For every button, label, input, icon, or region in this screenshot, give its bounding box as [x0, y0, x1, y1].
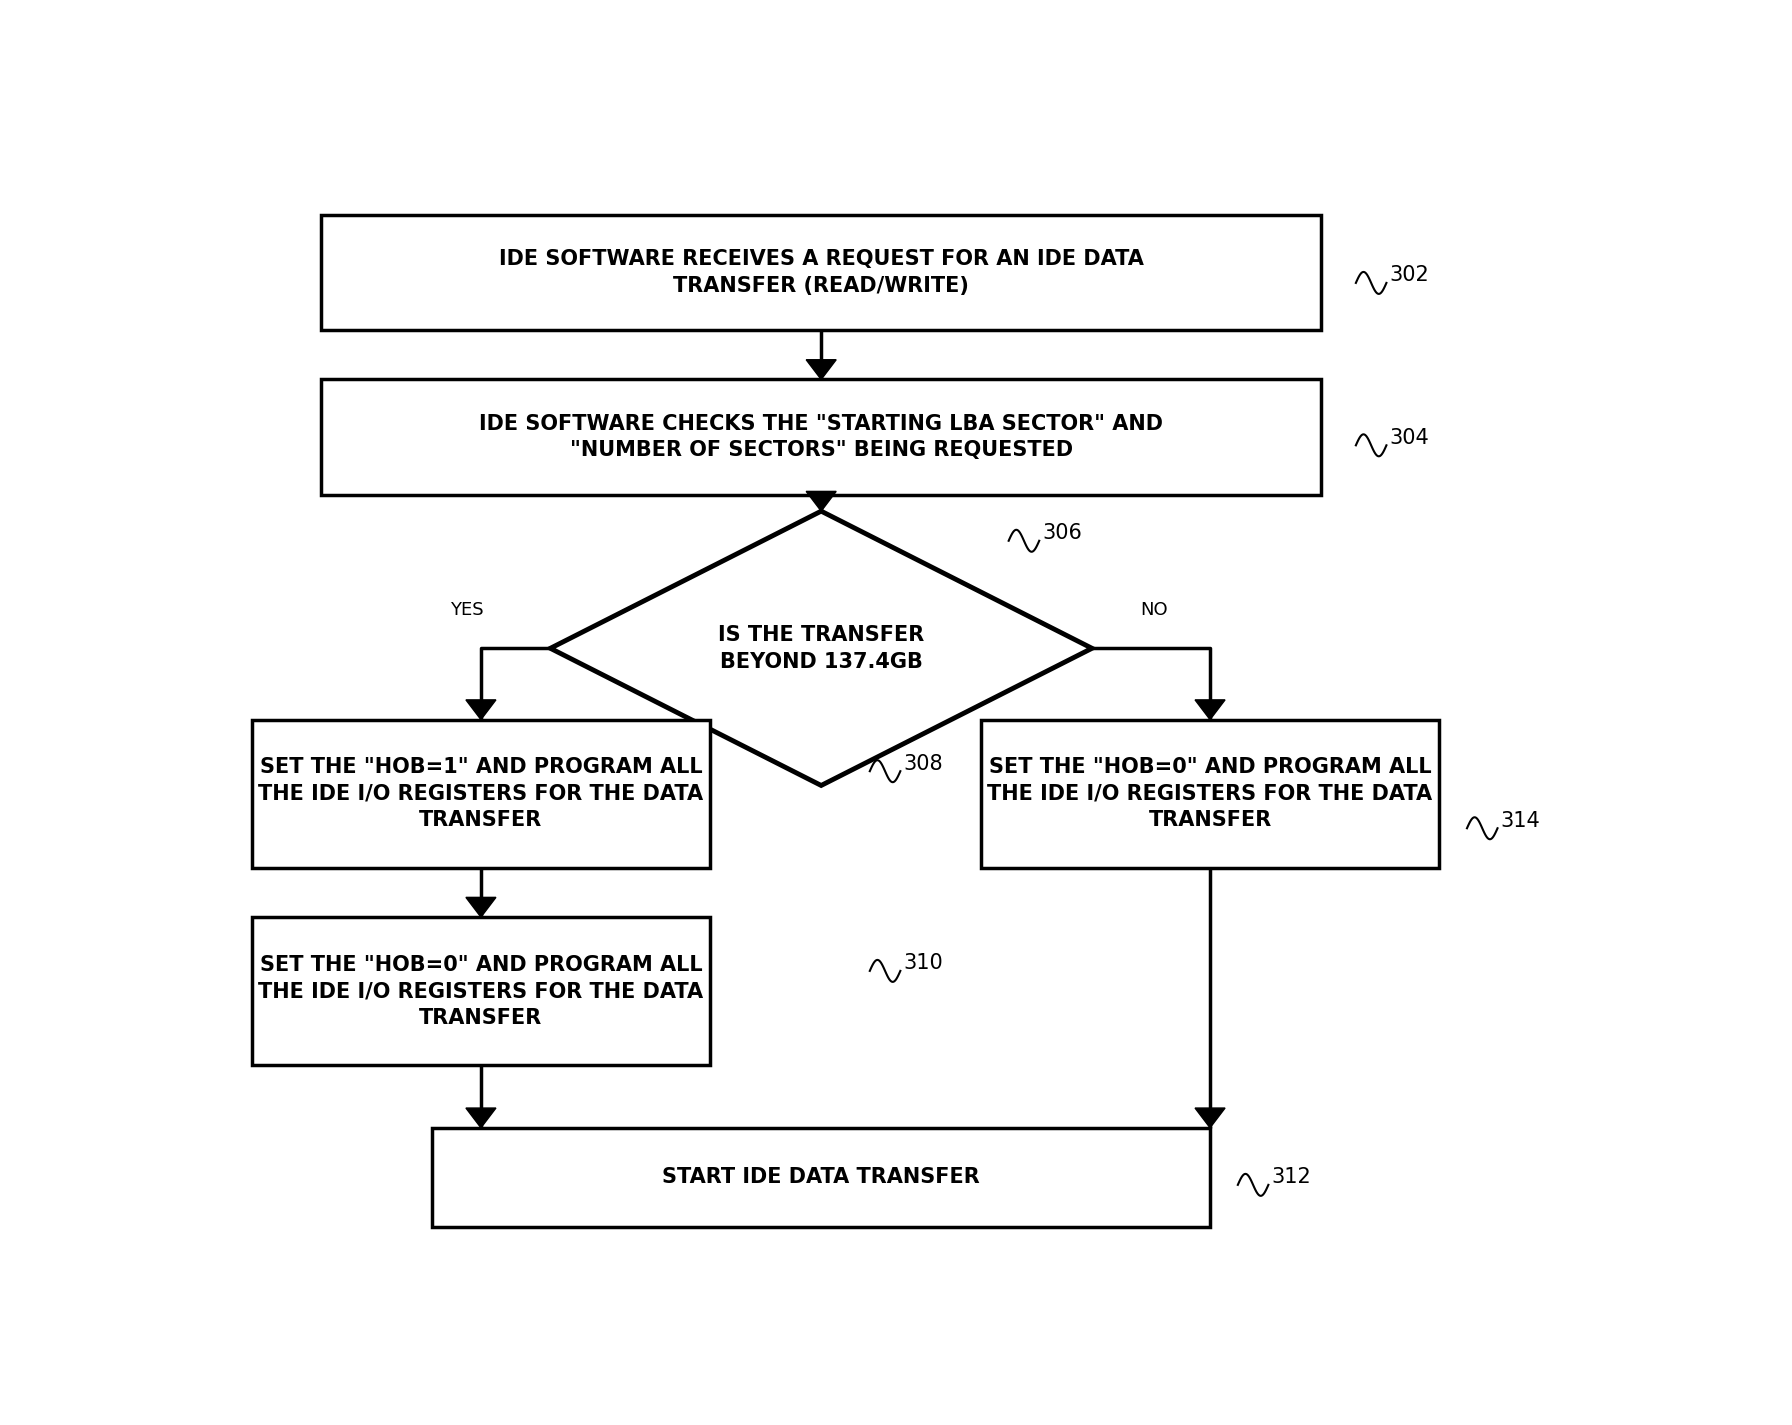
Text: 310: 310 [903, 953, 943, 973]
Text: IDE SOFTWARE CHECKS THE "STARTING LBA SECTOR" AND
"NUMBER OF SECTORS" BEING REQU: IDE SOFTWARE CHECKS THE "STARTING LBA SE… [478, 413, 1163, 460]
Text: SET THE "HOB=1" AND PROGRAM ALL
THE IDE I/O REGISTERS FOR THE DATA
TRANSFER: SET THE "HOB=1" AND PROGRAM ALL THE IDE … [258, 757, 704, 831]
Text: SET THE "HOB=0" AND PROGRAM ALL
THE IDE I/O REGISTERS FOR THE DATA
TRANSFER: SET THE "HOB=0" AND PROGRAM ALL THE IDE … [258, 955, 704, 1027]
Text: 306: 306 [1041, 523, 1082, 543]
Polygon shape [1195, 700, 1226, 720]
FancyBboxPatch shape [251, 720, 710, 868]
Polygon shape [466, 898, 496, 918]
FancyBboxPatch shape [321, 379, 1321, 494]
Text: 304: 304 [1389, 428, 1428, 447]
Polygon shape [806, 492, 837, 512]
Text: 308: 308 [903, 754, 943, 774]
Text: 314: 314 [1500, 811, 1539, 831]
Text: IDE SOFTWARE RECEIVES A REQUEST FOR AN IDE DATA
TRANSFER (READ/WRITE): IDE SOFTWARE RECEIVES A REQUEST FOR AN I… [498, 249, 1143, 296]
Text: SET THE "HOB=0" AND PROGRAM ALL
THE IDE I/O REGISTERS FOR THE DATA
TRANSFER: SET THE "HOB=0" AND PROGRAM ALL THE IDE … [987, 757, 1432, 831]
Text: 312: 312 [1271, 1167, 1312, 1187]
Text: YES: YES [450, 601, 484, 618]
Text: IS THE TRANSFER
BEYOND 137.4GB: IS THE TRANSFER BEYOND 137.4GB [719, 626, 925, 671]
Text: 302: 302 [1389, 265, 1428, 285]
Polygon shape [550, 512, 1091, 785]
Polygon shape [1195, 1109, 1226, 1127]
FancyBboxPatch shape [321, 215, 1321, 331]
FancyBboxPatch shape [251, 918, 710, 1066]
Polygon shape [466, 700, 496, 720]
FancyBboxPatch shape [432, 1127, 1210, 1227]
Polygon shape [806, 359, 837, 379]
Text: NO: NO [1142, 601, 1168, 618]
Polygon shape [466, 1109, 496, 1127]
Text: START IDE DATA TRANSFER: START IDE DATA TRANSFER [663, 1167, 980, 1187]
FancyBboxPatch shape [980, 720, 1439, 868]
